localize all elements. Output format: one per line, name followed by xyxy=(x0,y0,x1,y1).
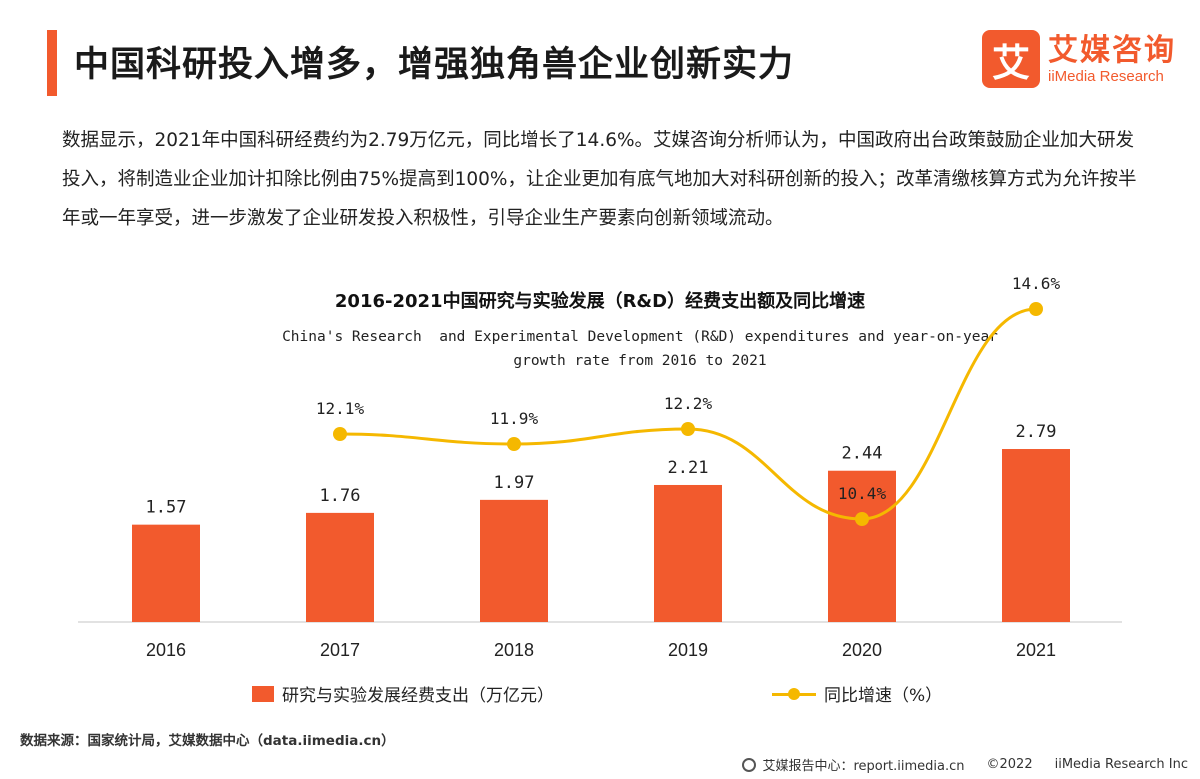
bar-2018 xyxy=(480,499,548,622)
growth-label-2018: 11.9% xyxy=(490,409,539,428)
legend-item-bar: 研究与实验发展经费支出（万亿元） xyxy=(252,681,554,706)
growth-point-2019 xyxy=(681,422,695,436)
bar-2021 xyxy=(1002,449,1070,622)
intro-paragraph: 数据显示，2021年中国科研经费约为2.79万亿元，同比增长了14.6%。艾媒咨… xyxy=(62,130,1137,229)
x-tick-2019: 2019 xyxy=(668,640,708,660)
x-tick-2020: 2020 xyxy=(842,640,882,660)
logo-name-cn: 艾媒咨询 xyxy=(1048,32,1176,68)
legend-swatch-line xyxy=(772,686,816,702)
title-accent-bar xyxy=(47,30,57,96)
bar-label-2018: 1.97 xyxy=(494,473,535,493)
growth-label-2017: 12.1% xyxy=(316,399,365,418)
legend-swatch-bar xyxy=(252,685,274,702)
footer-copyright: ©2022 xyxy=(986,757,1033,772)
legend-label-line: 同比增速（%） xyxy=(824,686,943,706)
logo-name-en: iiMedia Research xyxy=(1048,67,1164,85)
bar-label-2021: 2.79 xyxy=(1016,422,1057,442)
bar-2016 xyxy=(132,524,200,622)
footer-company: iiMedia Research Inc xyxy=(1054,757,1188,772)
x-tick-2017: 2017 xyxy=(320,640,360,660)
growth-point-2018 xyxy=(507,437,521,451)
data-source: 数据来源：国家统计局，艾媒数据中心（data.iimedia.cn） xyxy=(20,733,395,749)
footer: 艾媒报告中心：report.iimedia.cn ©2022 iiMedia R… xyxy=(742,755,1188,774)
x-tick-2018: 2018 xyxy=(494,640,534,660)
bar-label-2020: 2.44 xyxy=(842,444,883,464)
growth-point-2021 xyxy=(1029,302,1043,316)
growth-label-2019: 12.2% xyxy=(664,394,713,413)
chart-subtitle: China's Research and Experimental Develo… xyxy=(282,329,998,369)
growth-point-2020 xyxy=(855,512,869,526)
bar-label-2019: 2.21 xyxy=(668,458,709,478)
growth-line xyxy=(339,307,1037,521)
growth-label-2021: 14.6% xyxy=(1012,274,1061,293)
x-tick-2021: 2021 xyxy=(1016,640,1056,660)
bar-label-2017: 1.76 xyxy=(320,486,361,506)
report-center-icon xyxy=(742,757,757,772)
growth-label-2020: 10.4% xyxy=(838,484,887,503)
chart-title: 2016-2021中国研究与实验发展（R&D）经费支出额及同比增速 xyxy=(334,291,866,312)
bar-2020 xyxy=(828,470,896,622)
legend-label-bar: 研究与实验发展经费支出（万亿元） xyxy=(282,686,554,706)
x-tick-2016: 2016 xyxy=(146,640,186,660)
bar-label-2016: 1.57 xyxy=(146,498,187,518)
bar-2019 xyxy=(654,484,722,622)
page-title: 中国科研投入增多，增强独角兽企业创新实力 xyxy=(74,45,795,85)
footer-report: 艾媒报告中心：report.iimedia.cn xyxy=(762,759,965,774)
bar-2017 xyxy=(306,512,374,622)
legend-item-line: 同比增速（%） xyxy=(772,681,942,706)
logo-mark: 艾 xyxy=(982,30,1040,88)
growth-point-2017 xyxy=(333,427,347,441)
logo: 艾 艾媒咨询 iiMedia Research xyxy=(982,30,1176,88)
